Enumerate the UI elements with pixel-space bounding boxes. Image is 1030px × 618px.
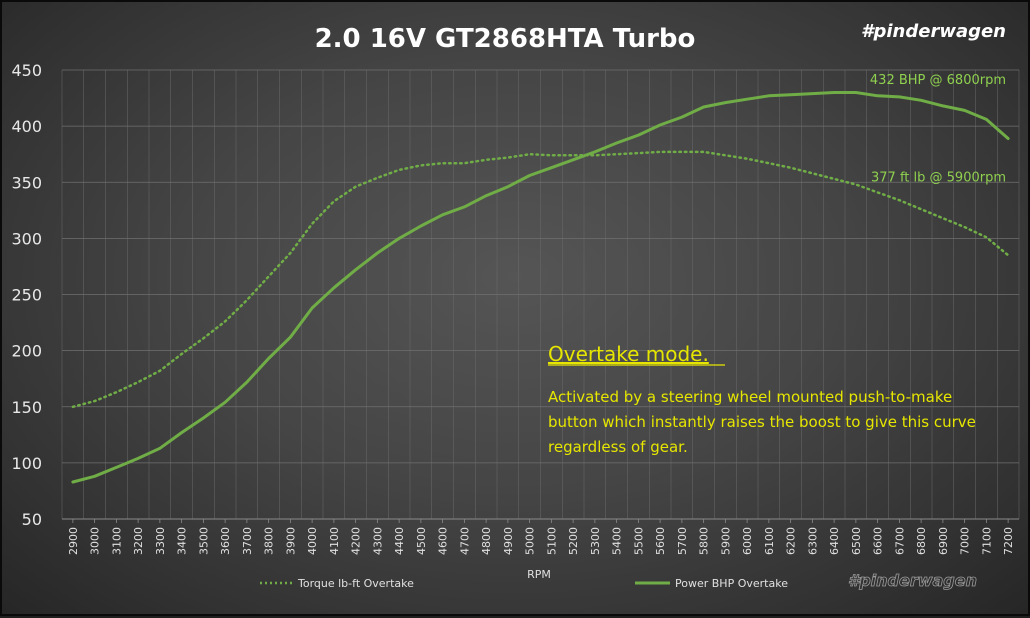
x-tick-label: 6400 bbox=[828, 527, 841, 555]
x-tick-label: 5800 bbox=[698, 527, 711, 555]
x-tick-label: 4200 bbox=[350, 527, 363, 555]
y-tick-label: 400 bbox=[11, 117, 42, 136]
x-tick-label: 4800 bbox=[480, 527, 493, 555]
x-tick-label: 3100 bbox=[110, 527, 123, 555]
annotation-max-torque: 377 ft lb @ 5900rpm bbox=[871, 171, 1006, 186]
x-axis: 2900 3000 3100 3200 3300 3400 3500 3600 3700 3800… bbox=[67, 519, 1015, 555]
x-tick-label: 4300 bbox=[371, 527, 384, 555]
note-title: Overtake mode. bbox=[548, 342, 709, 366]
x-tick-label: 4700 bbox=[458, 527, 471, 555]
x-tick-label: 4500 bbox=[415, 527, 428, 555]
chart-title: 2.0 16V GT2868HTA Turbo bbox=[315, 24, 696, 54]
x-tick-label: 3900 bbox=[284, 527, 297, 555]
x-tick-label: 5000 bbox=[524, 527, 537, 555]
x-tick-label: 3700 bbox=[241, 527, 254, 555]
x-tick-label: 5700 bbox=[676, 527, 689, 555]
x-tick-label: 3300 bbox=[154, 527, 167, 555]
x-tick-label: 5400 bbox=[611, 527, 624, 555]
x-tick-label: 7000 bbox=[959, 527, 972, 555]
note-line-3: regardless of gear. bbox=[548, 438, 688, 456]
x-tick-label: 3800 bbox=[263, 527, 276, 555]
x-tick-label: 3000 bbox=[89, 527, 102, 555]
x-tick-label: 3400 bbox=[176, 527, 189, 555]
x-tick-label: 4000 bbox=[306, 527, 319, 555]
x-tick-label: 3600 bbox=[219, 527, 232, 555]
brand-logo: #pinderwagen bbox=[861, 21, 1006, 42]
x-tick-label: 6100 bbox=[763, 527, 776, 555]
x-tick-label: 6500 bbox=[850, 527, 863, 555]
x-tick-label: 6200 bbox=[785, 527, 798, 555]
x-tick-label: 5900 bbox=[719, 527, 732, 555]
annotation-max-power: 432 BHP @ 6800rpm bbox=[870, 73, 1006, 88]
x-tick-label: 7200 bbox=[1002, 527, 1015, 555]
y-tick-label: 300 bbox=[11, 229, 42, 248]
x-tick-label: 3500 bbox=[197, 527, 210, 555]
x-tick-label: 6300 bbox=[806, 527, 819, 555]
grid bbox=[62, 70, 1019, 519]
legend: Torque lb-ft Overtake Power BHP Overtake bbox=[260, 577, 788, 590]
y-tick-label: 200 bbox=[11, 342, 42, 361]
x-tick-label: 6600 bbox=[872, 527, 885, 555]
x-tick-label: 6800 bbox=[915, 527, 928, 555]
y-tick-label: 50 bbox=[22, 510, 42, 529]
x-tick-label: 7100 bbox=[980, 527, 993, 555]
x-tick-label: 4600 bbox=[437, 527, 450, 555]
x-tick-label: 6700 bbox=[893, 527, 906, 555]
x-tick-label: 6900 bbox=[937, 527, 950, 555]
x-tick-label: 2900 bbox=[67, 527, 80, 555]
y-tick-label: 100 bbox=[11, 454, 42, 473]
x-axis-label: RPM bbox=[527, 568, 551, 581]
watermark-logo: #pinderwagen bbox=[848, 571, 977, 590]
legend-label-torque: Torque lb-ft Overtake bbox=[297, 577, 414, 590]
x-tick-label: 4100 bbox=[328, 527, 341, 555]
x-tick-label: 4400 bbox=[393, 527, 406, 555]
y-tick-label: 150 bbox=[11, 398, 42, 417]
y-tick-label: 450 bbox=[11, 61, 42, 80]
x-tick-label: 6000 bbox=[741, 527, 754, 555]
x-tick-label: 5600 bbox=[654, 527, 667, 555]
y-tick-label: 350 bbox=[11, 173, 42, 192]
note-line-1: Activated by a steering wheel mounted pu… bbox=[548, 388, 952, 406]
legend-label-power: Power BHP Overtake bbox=[675, 577, 788, 590]
x-tick-label: 3200 bbox=[132, 527, 145, 555]
x-tick-label: 5300 bbox=[589, 527, 602, 555]
x-tick-label: 5100 bbox=[545, 527, 558, 555]
y-axis: 50 100 150 200 250 300 350 400 450 bbox=[11, 61, 42, 529]
x-tick-label: 5200 bbox=[567, 527, 580, 555]
y-tick-label: 250 bbox=[11, 286, 42, 305]
x-tick-label: 5500 bbox=[632, 527, 645, 555]
note-line-2: button which instantly raises the boost … bbox=[548, 413, 976, 431]
x-tick-label: 4900 bbox=[502, 527, 515, 555]
